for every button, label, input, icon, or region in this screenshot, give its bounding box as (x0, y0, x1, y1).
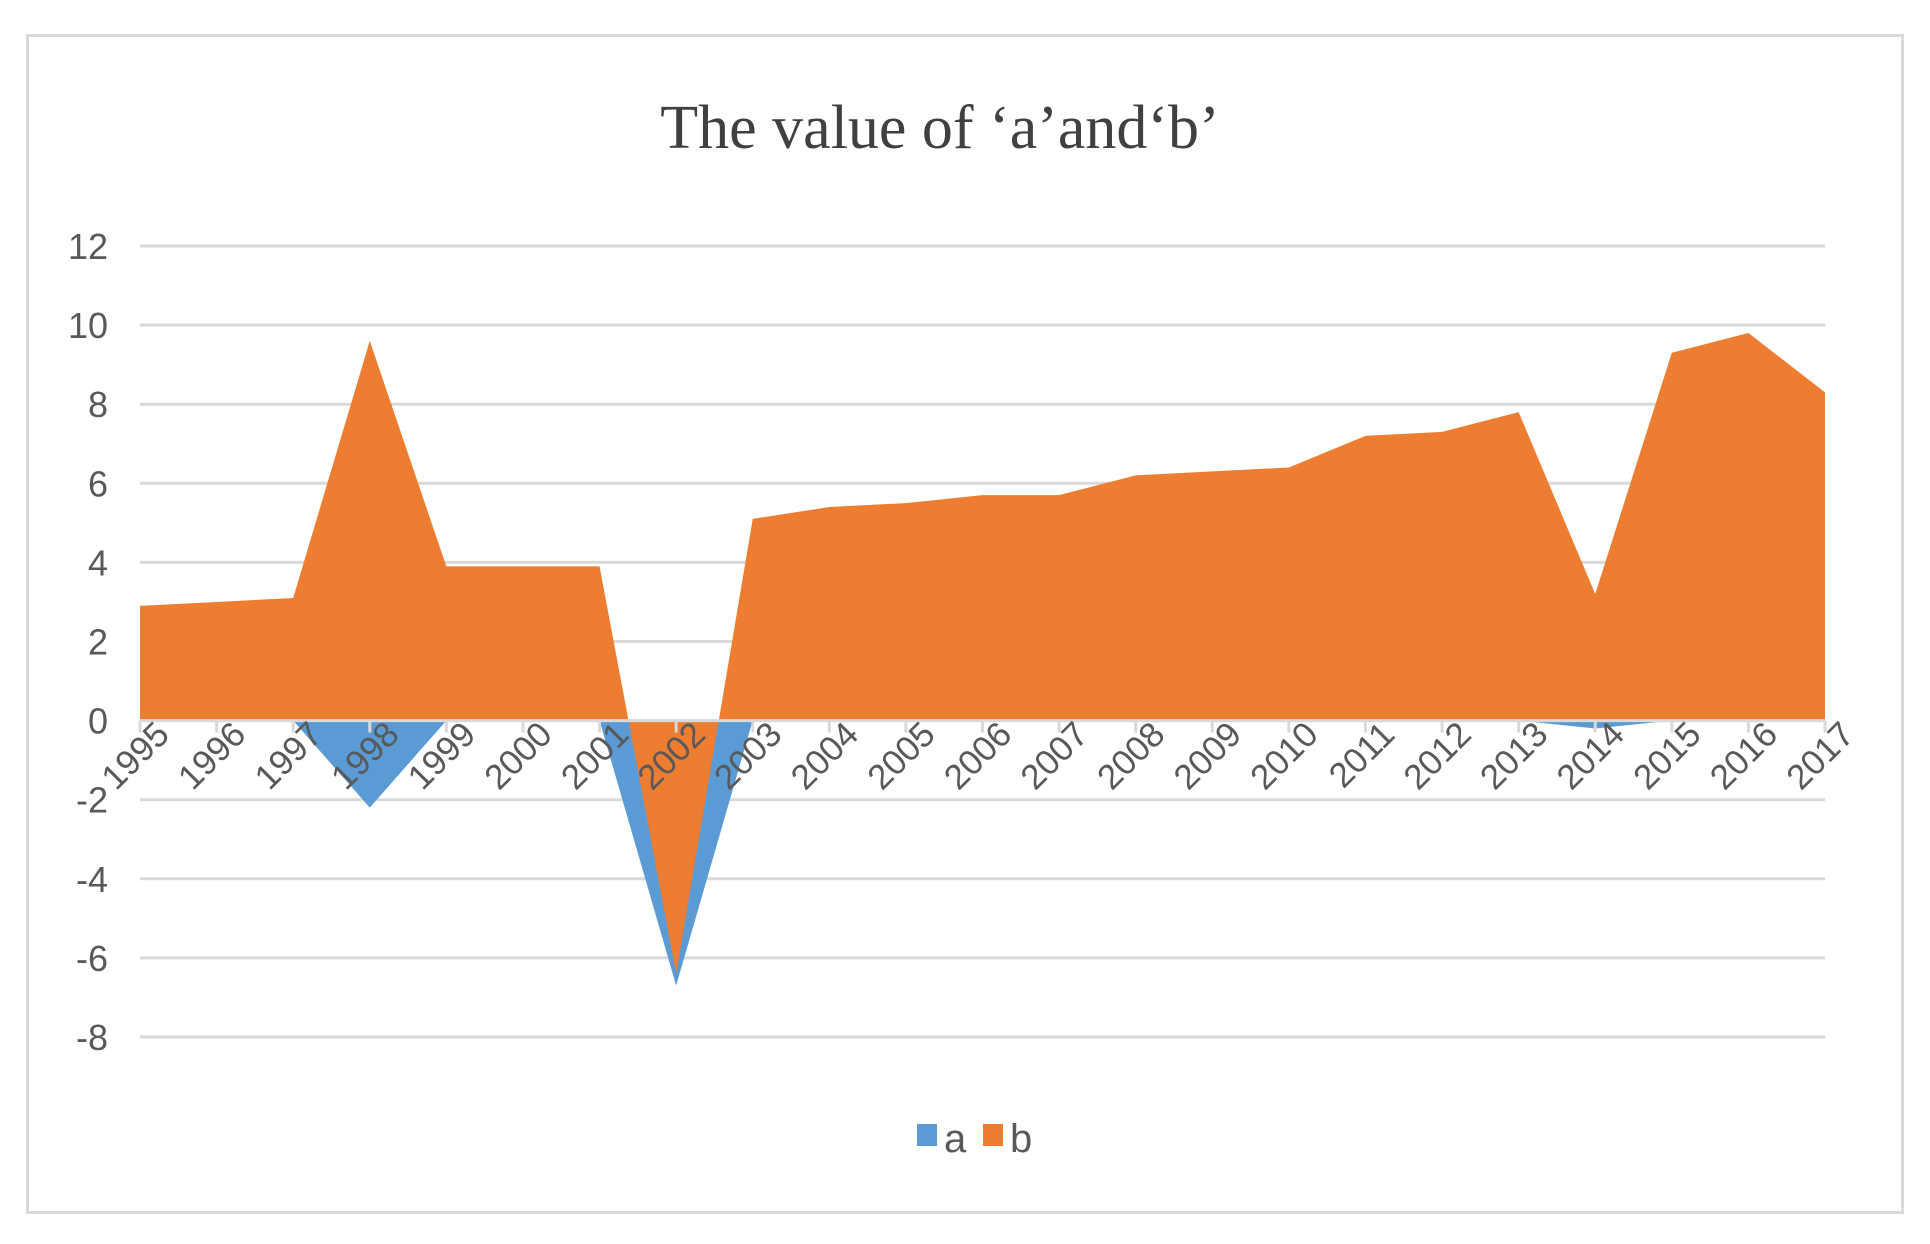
x-tick-label: 2007 (1013, 715, 1096, 798)
y-tick-label: -2 (76, 780, 108, 821)
legend-swatch-a (917, 1124, 937, 1146)
y-tick-label: -4 (76, 859, 108, 900)
x-tick-label: 2005 (860, 715, 943, 798)
legend: a b (917, 1117, 1032, 1161)
x-tick-label: 2009 (1166, 715, 1249, 798)
x-tick-label: 2012 (1396, 715, 1479, 798)
x-tick-label: 2015 (1626, 715, 1709, 798)
series-area-b (140, 333, 1825, 974)
x-tick-label: 1996 (171, 715, 254, 798)
y-tick-label: 6 (88, 463, 108, 504)
y-tick-label: -6 (76, 938, 108, 979)
x-tick-label: 2014 (1549, 715, 1632, 798)
x-tick-label: 2000 (477, 715, 560, 798)
y-tick-label: 2 (88, 622, 108, 663)
x-tick-label: 2017 (1779, 715, 1862, 798)
area-layer (140, 333, 1825, 986)
x-tick-label: 2004 (783, 715, 866, 798)
y-tick-label: 8 (88, 384, 108, 425)
x-tick-label: 2010 (1243, 715, 1326, 798)
y-tick-label: 0 (88, 701, 108, 742)
chart-title: The value of ‘a’and‘b’ (660, 94, 1219, 162)
y-tick-label: 4 (88, 542, 108, 583)
legend-label-b: b (1010, 1117, 1032, 1161)
legend-label-a: a (944, 1117, 967, 1161)
x-tick-label: 2008 (1090, 715, 1173, 798)
y-tick-label: -8 (76, 1017, 108, 1058)
x-tick-label: 2006 (937, 715, 1020, 798)
x-tick-label: 2013 (1473, 715, 1556, 798)
y-tick-label: 12 (68, 226, 108, 267)
x-tick-label: 2016 (1703, 715, 1786, 798)
x-tick-label: 2011 (1321, 715, 1402, 796)
axis-layer (138, 719, 1827, 733)
legend-swatch-b (983, 1124, 1003, 1146)
y-tick-label: 10 (68, 305, 108, 346)
y-axis-ticks: 12 10 8 6 4 2 0 -2 -4 -6 -8 (68, 226, 108, 1058)
